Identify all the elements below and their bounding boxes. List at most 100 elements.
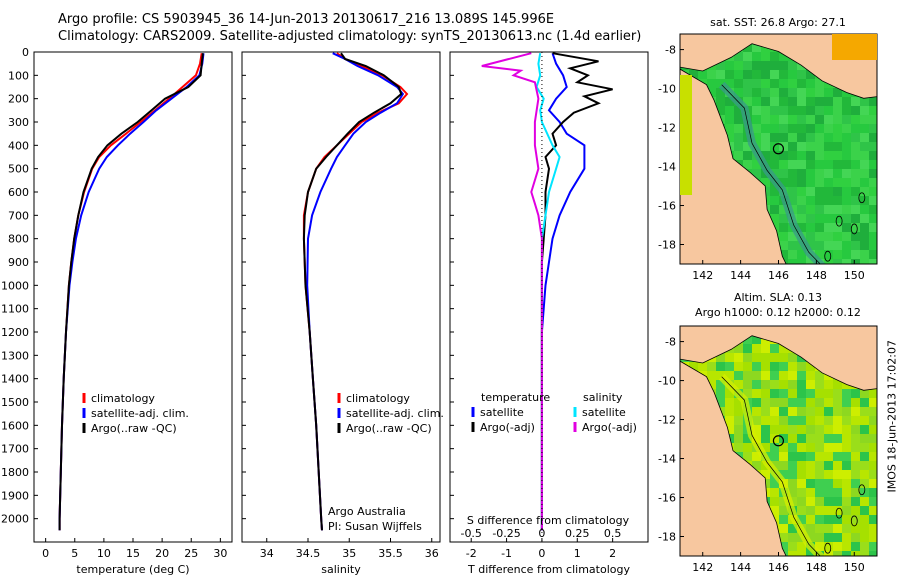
map-cell [779,169,788,178]
map-cell [815,425,824,434]
y-tick-label: 200 [8,93,29,106]
map-cell [770,70,779,79]
map-cell [761,151,770,160]
map-cell [833,407,842,416]
map-cell [788,115,797,124]
map-cell [761,434,770,443]
map-cell [770,479,779,488]
map-cell [770,362,779,371]
map-cell [779,452,788,461]
map-cell [743,335,752,344]
island-outline [824,250,832,262]
map-cell [806,232,815,241]
map-cell [707,380,716,389]
map-cell [806,407,815,416]
map-cell [779,178,788,187]
map-cell [851,497,860,506]
annotation-line: PI: Susan Wijffels [328,520,422,533]
map-cell [779,88,788,97]
legend-label: climatology [346,392,410,405]
map-cell [824,241,833,250]
map-cell [752,169,761,178]
y-tick-label: 1100 [1,303,29,316]
map-cell [725,133,734,142]
map-cell [734,353,743,362]
y-tick-label: 900 [8,256,29,269]
map-cell [698,362,707,371]
map-cell [851,452,860,461]
map-cell [797,223,806,232]
map-cell [824,542,833,551]
map-cell [851,97,860,106]
x-tick-label: 0 [42,547,49,560]
map-cell [761,178,770,187]
map-cell [806,115,815,124]
map-cell [779,232,788,241]
map-cell [788,97,797,106]
map-cell [815,497,824,506]
x-tick-label: 2 [609,547,616,560]
map-cell [851,488,860,497]
y-tick-label: -14 [658,161,676,174]
map-cell [734,88,743,97]
map-cell [824,250,833,259]
map-cell [770,97,779,106]
map-cell [743,88,752,97]
map-cell [833,241,842,250]
map-cell [842,232,851,241]
map-cell [743,443,752,452]
map-cell [761,79,770,88]
map-cell [869,434,877,443]
map-cell [833,250,842,259]
map-cell [815,443,824,452]
map-cell [824,434,833,443]
map-cell [842,389,851,398]
map-cell [797,506,806,515]
map-cell [833,187,842,196]
map-cell [788,169,797,178]
map-cell [725,371,734,380]
map-cell [806,214,815,223]
map-cell [869,214,877,223]
map-cell [779,497,788,506]
x-tick-label: 35 [342,547,356,560]
map-cell [743,353,752,362]
map-cell [716,362,725,371]
map-cell [842,551,851,556]
map-cell [869,533,877,542]
map-cell [833,133,842,142]
map-cell [815,79,824,88]
map-cell [869,506,877,515]
map-cell [770,497,779,506]
map-cell [743,70,752,79]
map-cell [833,452,842,461]
map-cell [824,205,833,214]
map-cell [788,524,797,533]
map-cell [779,353,788,362]
map-cell [788,443,797,452]
series-line-argo---raw--qc- [58,53,204,531]
map-cell [824,533,833,542]
map-cell [779,524,788,533]
map-cell [824,380,833,389]
map-cell [815,488,824,497]
series-group [302,52,409,531]
map-cell [779,205,788,214]
map-cell [770,187,779,196]
map-cell [833,425,842,434]
map-cell [842,479,851,488]
map-cell [824,398,833,407]
map-cell [842,241,851,250]
map-cell [869,250,877,259]
legend-header: temperature [481,391,550,404]
map-cell [689,362,698,371]
reef-contour [721,376,821,556]
map-cell [860,223,869,232]
map-cell [842,416,851,425]
map-cell [761,398,770,407]
map-cell [707,79,716,88]
map-cell [842,506,851,515]
map-cell [725,70,734,79]
map-cell [770,452,779,461]
map-cell [734,142,743,151]
